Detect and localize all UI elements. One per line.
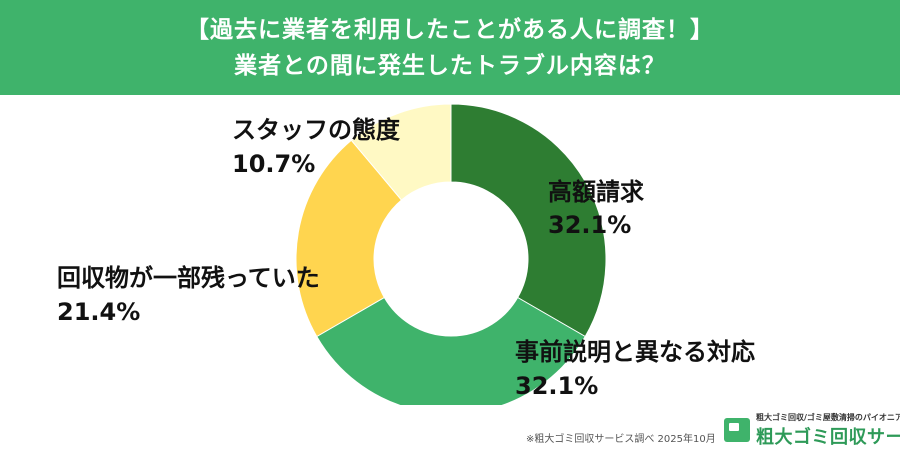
slice-1: [450, 103, 607, 338]
slice-labels: 高額請求 32.1% 事前説明と異なる対応 32.1% 回収物が一部残っていた 21.4%…: [57, 116, 755, 400]
title-line-1: 【過去に業者を利用したことがある人に調査！】: [186, 16, 714, 43]
slice-value-4: 10.7%: [232, 150, 315, 178]
slice-value-2: 32.1%: [515, 372, 598, 400]
donut-slices: [295, 103, 607, 405]
slice-label-3: 回収物が一部残っていた: [57, 264, 320, 292]
logo-name: 粗大ゴミ回収サービス: [756, 427, 900, 448]
chart-header: 【過去に業者を利用したことがある人に調査！】 業者との間に発生したトラブル内容は…: [0, 0, 900, 95]
slice-value-3: 21.4%: [57, 298, 140, 326]
slice-value-1: 32.1%: [548, 211, 631, 239]
slice-label-4: スタッフの態度: [232, 116, 401, 144]
slice-4: [350, 103, 452, 201]
donut-chart: 高額請求 32.1% 事前説明と異なる対応 32.1% 回収物が一部残っていた 21.4%…: [57, 103, 755, 405]
title-line-2: 業者との間に発生したトラブル内容は？: [234, 52, 666, 79]
truck-icon: [724, 418, 750, 442]
slice-3: [295, 139, 403, 338]
slice-label-1: 高額請求: [548, 178, 644, 206]
slice-2: [316, 296, 586, 405]
brand-logo: 粗大ゴミ回収/ゴミ屋敷清掃のパイオニア 粗大ゴミ回収サービス: [722, 412, 900, 448]
source-note: ※粗大ゴミ回収サービス調べ 2025年10月: [526, 434, 716, 445]
logo-tagline: 粗大ゴミ回収/ゴミ屋敷清掃のパイオニア: [756, 413, 900, 422]
slice-label-2: 事前説明と異なる対応: [515, 338, 755, 366]
